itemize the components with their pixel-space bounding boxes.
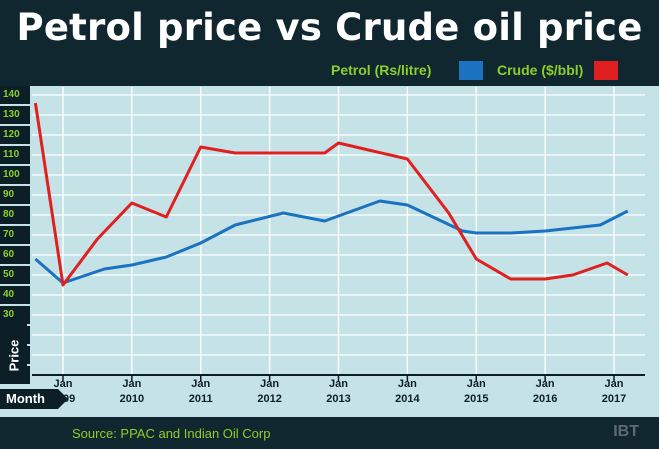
y-tick-label: 120 <box>0 126 30 144</box>
x-axis-label: Month <box>0 389 58 409</box>
y-axis-label-box <box>0 318 27 382</box>
series-line-petrol <box>34 199 629 285</box>
y-tick-label: 110 <box>0 146 30 164</box>
y-tick-label: 80 <box>0 206 30 224</box>
x-tick-label: Jan 2015 <box>464 378 489 405</box>
y-axis-label: Price <box>6 339 22 372</box>
x-tick-label: Jan 2012 <box>257 378 282 405</box>
y-tick-label: 140 <box>0 86 30 104</box>
chart-title: Petrol price vs Crude oil price <box>16 6 643 49</box>
y-tick-label: 50 <box>0 266 30 284</box>
y-tick-label: 90 <box>0 186 30 204</box>
legend-swatch-petrol <box>459 61 483 80</box>
y-tick-label: 130 <box>0 106 30 124</box>
y-tick-label: 60 <box>0 246 30 264</box>
legend-label-petrol: Petrol (Rs/litre) <box>331 62 432 78</box>
x-tick-label: Jan 2017 <box>601 378 627 405</box>
x-tick-label: Jan 2010 <box>119 378 145 405</box>
x-tick-label: Jan 2011 <box>188 378 213 405</box>
footer-bar <box>0 417 659 449</box>
x-tick-label: Jan 2013 <box>326 378 351 405</box>
x-tick-label: Jan 2014 <box>395 378 420 405</box>
legend-swatch-crude <box>594 61 618 80</box>
x-tick-label: Jan 2016 <box>532 378 558 405</box>
legend-label-crude: Crude ($/bbl) <box>497 62 584 78</box>
y-tick-label: 70 <box>0 226 30 244</box>
y-tick-label: 100 <box>0 166 30 184</box>
ibt-logo: IBT <box>613 423 639 440</box>
series-line-crude <box>33 102 629 287</box>
y-tick-label: 40 <box>0 286 30 304</box>
source-text: Source: PPAC and Indian Oil Corp <box>72 426 271 441</box>
right-arrow-icon <box>58 389 68 409</box>
title-bar <box>0 0 659 86</box>
